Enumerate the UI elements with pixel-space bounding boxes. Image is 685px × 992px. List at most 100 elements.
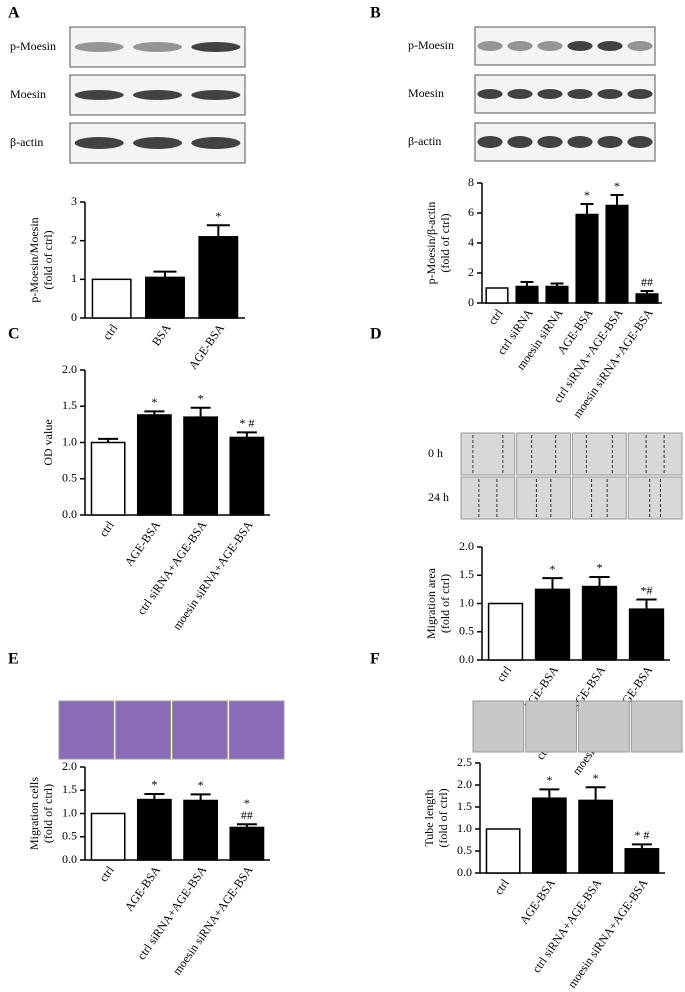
panel-letter: F xyxy=(370,651,380,668)
x-tick-label: ctrl xyxy=(494,663,515,685)
bar xyxy=(581,585,618,661)
y-tick-label: 1.5 xyxy=(459,567,474,581)
significance-label: * xyxy=(215,209,221,223)
y-tick-label: 3 xyxy=(71,194,77,208)
micrograph xyxy=(627,476,683,520)
blot-band xyxy=(191,137,241,149)
significance-label: * xyxy=(244,796,250,810)
x-tick-label: ctrl xyxy=(485,306,506,328)
error-bar xyxy=(98,437,119,443)
y-tick-label: 1 xyxy=(71,271,77,285)
micrograph xyxy=(172,700,228,760)
blot-label: β-actin xyxy=(408,134,441,148)
bar xyxy=(578,799,614,874)
micrograph xyxy=(472,700,525,753)
panel-letter: B xyxy=(370,5,381,22)
y-tick-label: 6 xyxy=(468,205,474,219)
error-bar xyxy=(640,290,654,294)
error-bar xyxy=(520,281,534,287)
blot-label: p-Moesin xyxy=(408,38,454,52)
blot-band xyxy=(567,136,593,148)
error-bar xyxy=(539,788,560,799)
error-bar xyxy=(190,406,211,418)
micrograph xyxy=(630,700,683,753)
x-tick-label: ctrl xyxy=(100,321,121,343)
blot-band xyxy=(597,89,623,99)
blot-band xyxy=(597,41,623,51)
bar xyxy=(575,213,599,304)
significance-label: * xyxy=(550,562,556,576)
x-tick-label: ctrl xyxy=(96,863,117,885)
significance-label: *# xyxy=(641,583,653,597)
blot-band xyxy=(133,90,182,100)
bar xyxy=(90,441,126,516)
y-tick-label: 0.0 xyxy=(62,852,77,866)
micrograph xyxy=(460,476,516,520)
y-tick-label: 1.5 xyxy=(457,799,472,813)
blot-image xyxy=(474,74,656,114)
y-tick-label: 0.5 xyxy=(62,829,77,843)
significance-label: * xyxy=(151,778,157,792)
y-axis-label: Tube length xyxy=(422,789,436,846)
blot-image xyxy=(474,26,656,66)
image-row-label: 24 h xyxy=(428,490,449,504)
y-tick-label: 4 xyxy=(468,235,474,249)
significance-label: * xyxy=(584,188,590,202)
y-tick-label: 0.5 xyxy=(62,471,77,485)
y-tick-label: 1.5 xyxy=(62,782,77,796)
error-bar xyxy=(236,823,257,828)
x-tick-label: BSA xyxy=(149,321,174,348)
x-tick-label: moesin siRNA+AGE-BSA xyxy=(170,863,256,978)
image-row-label: 0 h xyxy=(428,446,443,460)
bar xyxy=(485,287,509,304)
bar xyxy=(635,293,659,304)
y-axis-label: (fold of ctrl) xyxy=(436,788,450,847)
bar xyxy=(183,416,219,516)
y-tick-label: 2.0 xyxy=(459,539,474,553)
error-bar xyxy=(589,575,610,587)
blot-band xyxy=(74,137,124,149)
y-tick-label: 0 xyxy=(71,310,77,324)
y-tick-label: 2 xyxy=(468,265,474,279)
micrograph xyxy=(627,432,683,476)
micrograph xyxy=(228,700,285,760)
blot-label: β-actin xyxy=(10,135,43,149)
significance-label: * # xyxy=(239,416,254,430)
x-tick-label: moesin siRNA+AGE-BSA xyxy=(565,876,651,991)
panel-letter: A xyxy=(8,5,20,22)
error-bar xyxy=(144,410,165,415)
blot-band xyxy=(191,42,241,52)
x-tick-label: AGE-BSA xyxy=(122,863,163,914)
x-tick-label: ctrl xyxy=(491,876,512,898)
y-tick-label: 2.0 xyxy=(62,759,77,773)
x-tick-label: moesin siRNA+AGE-BSA xyxy=(170,518,256,633)
y-axis-label: OD value xyxy=(41,419,55,465)
x-tick-label: AGE-BSA xyxy=(122,518,163,569)
bar xyxy=(485,828,521,874)
bar xyxy=(531,797,567,874)
blot-band xyxy=(477,89,503,99)
x-tick-label: AGE-BSA xyxy=(186,321,227,372)
blot-band xyxy=(191,90,241,100)
significance-label: * xyxy=(614,179,620,193)
y-axis-label: p-Moesin/Moesin xyxy=(27,217,41,302)
bar xyxy=(229,436,265,516)
blot-band xyxy=(567,41,593,51)
y-axis-label: (fold of ctrl) xyxy=(41,784,55,843)
micrograph xyxy=(516,476,571,520)
x-tick-label: ctrl xyxy=(96,518,117,540)
micrograph xyxy=(525,700,577,753)
y-tick-label: 0.5 xyxy=(459,624,474,638)
significance-label: ## xyxy=(241,808,253,822)
bar xyxy=(136,798,172,861)
y-tick-label: 0 xyxy=(468,295,474,309)
bar xyxy=(91,278,132,319)
blot-band xyxy=(627,136,653,148)
micrograph xyxy=(58,700,115,760)
micrograph xyxy=(572,476,627,520)
bar xyxy=(198,236,239,319)
error-bar xyxy=(580,203,594,215)
micrograph xyxy=(572,432,627,476)
significance-label: * xyxy=(593,771,599,785)
